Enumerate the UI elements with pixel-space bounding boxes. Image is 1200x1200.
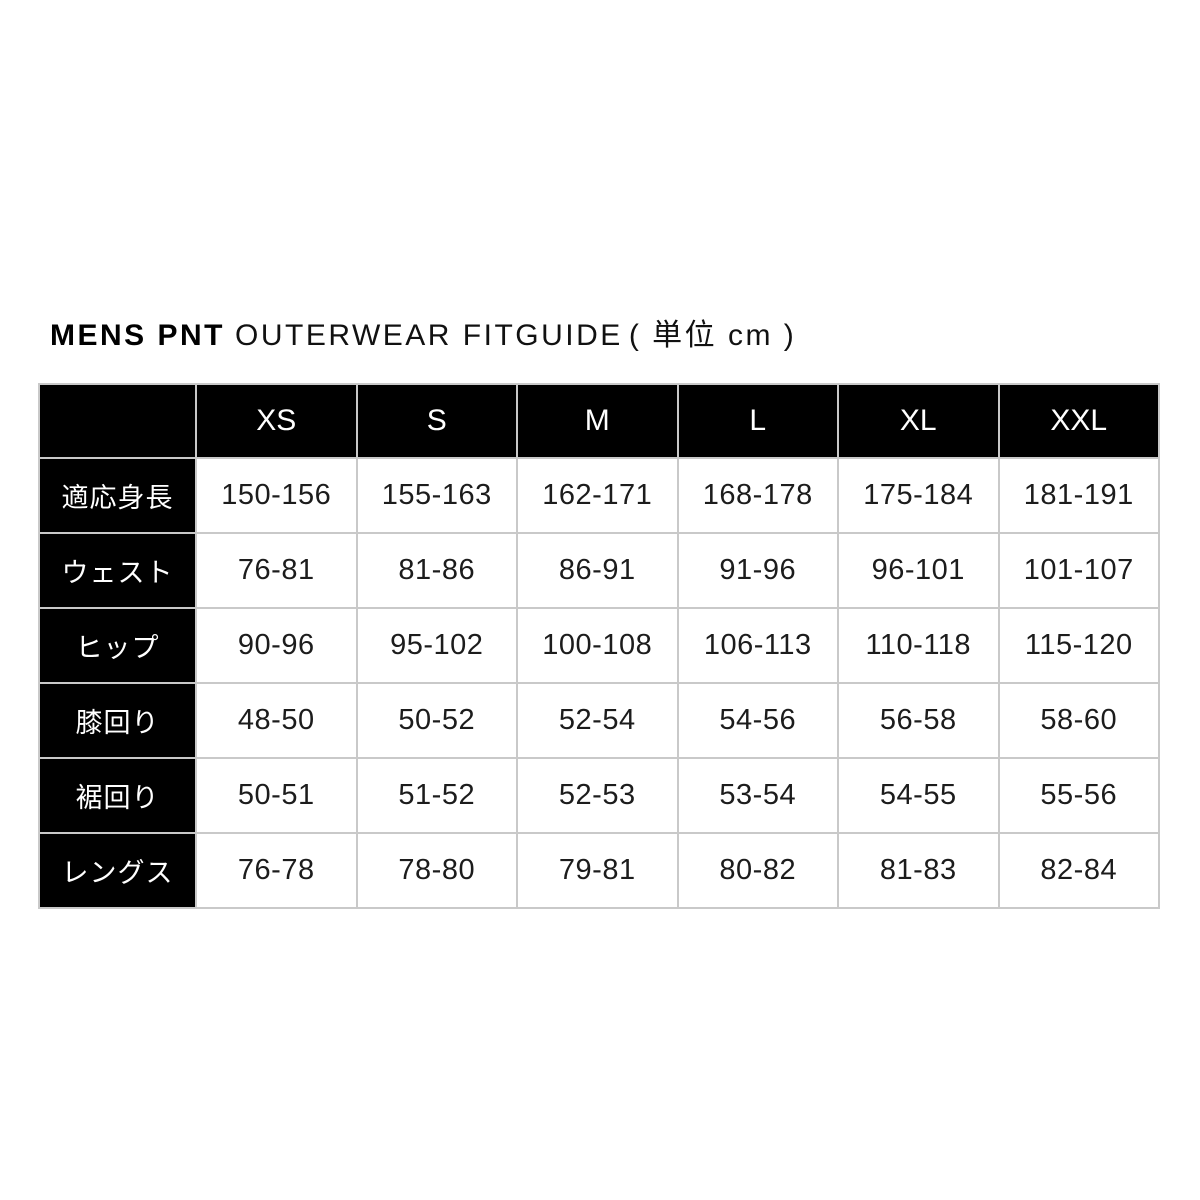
table-header-row: XS S M L XL XXL bbox=[38, 383, 1160, 459]
table-row: ヒップ 90-96 95-102 100-108 106-113 110-118… bbox=[38, 607, 1160, 684]
row-label-length: レングス bbox=[38, 832, 197, 909]
table-cell: 76-81 bbox=[195, 532, 358, 609]
row-label-hip: ヒップ bbox=[38, 607, 197, 684]
page-title: MENS PNT OUTERWEAR FITGUIDE( 単位 cm ) bbox=[50, 310, 796, 354]
table-cell: 54-55 bbox=[837, 757, 1000, 834]
table-cell: 56-58 bbox=[837, 682, 1000, 759]
table-cell: 82-84 bbox=[997, 832, 1160, 909]
brand-title: MENS PNT bbox=[50, 319, 226, 352]
table-cell: 79-81 bbox=[516, 832, 679, 909]
table-cell: 48-50 bbox=[195, 682, 358, 759]
column-header-s: S bbox=[355, 383, 518, 459]
table-cell: 110-118 bbox=[837, 607, 1000, 684]
table-cell: 155-163 bbox=[355, 457, 518, 534]
table-cell: 86-91 bbox=[516, 532, 679, 609]
row-label-waist: ウェスト bbox=[38, 532, 197, 609]
table-cell: 55-56 bbox=[997, 757, 1160, 834]
table-cell: 78-80 bbox=[355, 832, 518, 909]
table-cell: 150-156 bbox=[195, 457, 358, 534]
table-cell: 54-56 bbox=[676, 682, 839, 759]
table-cell: 81-83 bbox=[837, 832, 1000, 909]
table-cell: 95-102 bbox=[355, 607, 518, 684]
table-cell: 90-96 bbox=[195, 607, 358, 684]
table-cell: 100-108 bbox=[516, 607, 679, 684]
row-label-hem: 裾回り bbox=[38, 757, 197, 834]
corner-cell bbox=[38, 383, 197, 459]
table-cell: 51-52 bbox=[355, 757, 518, 834]
table-row: 裾回り 50-51 51-52 52-53 53-54 54-55 55-56 bbox=[38, 757, 1160, 834]
table-cell: 101-107 bbox=[997, 532, 1160, 609]
table-cell: 50-52 bbox=[355, 682, 518, 759]
table-cell: 58-60 bbox=[997, 682, 1160, 759]
table-cell: 81-86 bbox=[355, 532, 518, 609]
table-cell: 80-82 bbox=[676, 832, 839, 909]
table-cell: 53-54 bbox=[676, 757, 839, 834]
table-row: レングス 76-78 78-80 79-81 80-82 81-83 82-84 bbox=[38, 832, 1160, 909]
table-cell: 52-54 bbox=[516, 682, 679, 759]
row-label-height: 適応身長 bbox=[38, 457, 197, 534]
table-cell: 175-184 bbox=[837, 457, 1000, 534]
table-cell: 96-101 bbox=[837, 532, 1000, 609]
column-header-m: M bbox=[516, 383, 679, 459]
row-label-knee: 膝回り bbox=[38, 682, 197, 759]
table-cell: 106-113 bbox=[676, 607, 839, 684]
table-cell: 162-171 bbox=[516, 457, 679, 534]
table-cell: 115-120 bbox=[997, 607, 1160, 684]
table-cell: 181-191 bbox=[997, 457, 1160, 534]
table-cell: 91-96 bbox=[676, 532, 839, 609]
table-cell: 76-78 bbox=[195, 832, 358, 909]
subtitle: OUTERWEAR FITGUIDE bbox=[235, 319, 623, 352]
table-cell: 168-178 bbox=[676, 457, 839, 534]
column-header-xs: XS bbox=[195, 383, 358, 459]
table-cell: 50-51 bbox=[195, 757, 358, 834]
column-header-l: L bbox=[676, 383, 839, 459]
table-cell: 52-53 bbox=[516, 757, 679, 834]
unit-label: ( 単位 cm ) bbox=[628, 319, 797, 352]
table-row: 適応身長 150-156 155-163 162-171 168-178 175… bbox=[38, 457, 1160, 534]
column-header-xxl: XXL bbox=[997, 383, 1160, 459]
size-chart-table: XS S M L XL XXL 適応身長 150-156 155-163 162… bbox=[38, 383, 1160, 909]
column-header-xl: XL bbox=[837, 383, 1000, 459]
table-row: ウェスト 76-81 81-86 86-91 91-96 96-101 101-… bbox=[38, 532, 1160, 609]
table-row: 膝回り 48-50 50-52 52-54 54-56 56-58 58-60 bbox=[38, 682, 1160, 759]
